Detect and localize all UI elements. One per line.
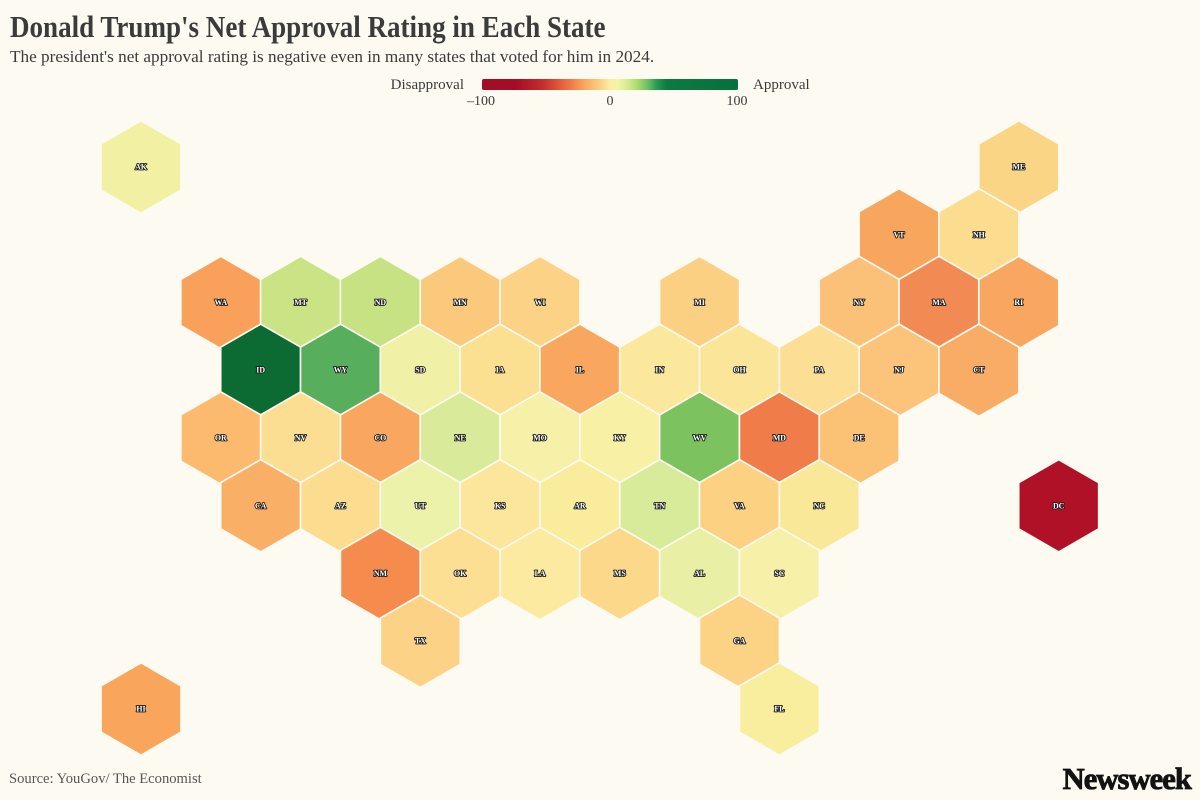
svg-text:WY: WY [334, 366, 348, 375]
svg-text:MA: MA [932, 298, 945, 307]
svg-text:FL: FL [774, 705, 784, 714]
svg-text:MD: MD [773, 434, 786, 443]
svg-text:KS: KS [495, 501, 506, 510]
svg-text:OR: OR [215, 434, 227, 443]
svg-text:MI: MI [694, 298, 705, 307]
svg-text:NE: NE [455, 434, 466, 443]
svg-text:NH: NH [973, 230, 985, 239]
svg-text:MT: MT [294, 298, 307, 307]
svg-text:KY: KY [614, 434, 626, 443]
svg-text:PA: PA [814, 366, 824, 375]
svg-text:NM: NM [374, 569, 388, 578]
svg-text:OK: OK [454, 569, 467, 578]
svg-text:CA: CA [255, 501, 267, 510]
svg-text:ID: ID [256, 366, 265, 375]
svg-text:NJ: NJ [894, 366, 904, 375]
svg-text:IA: IA [496, 366, 505, 375]
svg-text:MO: MO [533, 434, 547, 443]
svg-text:MS: MS [614, 569, 626, 578]
svg-text:IN: IN [655, 366, 664, 375]
svg-text:AR: AR [574, 501, 586, 510]
svg-text:VT: VT [894, 230, 906, 239]
svg-text:VA: VA [734, 501, 745, 510]
svg-text:AZ: AZ [335, 501, 346, 510]
svg-text:NV: NV [295, 434, 307, 443]
svg-text:DC: DC [1053, 501, 1065, 510]
svg-text:GA: GA [734, 637, 746, 646]
svg-text:TN: TN [654, 501, 665, 510]
svg-text:OH: OH [733, 366, 745, 375]
svg-text:TX: TX [415, 637, 426, 646]
svg-text:IL: IL [576, 366, 584, 375]
svg-text:AK: AK [135, 163, 148, 172]
svg-text:CO: CO [374, 434, 386, 443]
svg-text:RI: RI [1014, 298, 1023, 307]
svg-text:SC: SC [774, 569, 784, 578]
svg-text:WV: WV [693, 434, 707, 443]
svg-text:DE: DE [854, 434, 865, 443]
svg-text:CT: CT [973, 366, 985, 375]
svg-text:ME: ME [1012, 163, 1025, 172]
svg-text:WA: WA [214, 298, 227, 307]
svg-text:HI: HI [136, 705, 145, 714]
svg-text:NY: NY [853, 298, 865, 307]
svg-text:MN: MN [454, 298, 467, 307]
svg-text:WI: WI [535, 298, 546, 307]
svg-text:AL: AL [694, 569, 705, 578]
svg-text:UT: UT [415, 501, 427, 510]
svg-text:SD: SD [415, 366, 425, 375]
svg-text:NC: NC [814, 501, 826, 510]
svg-text:ND: ND [375, 298, 387, 307]
svg-text:LA: LA [535, 569, 546, 578]
